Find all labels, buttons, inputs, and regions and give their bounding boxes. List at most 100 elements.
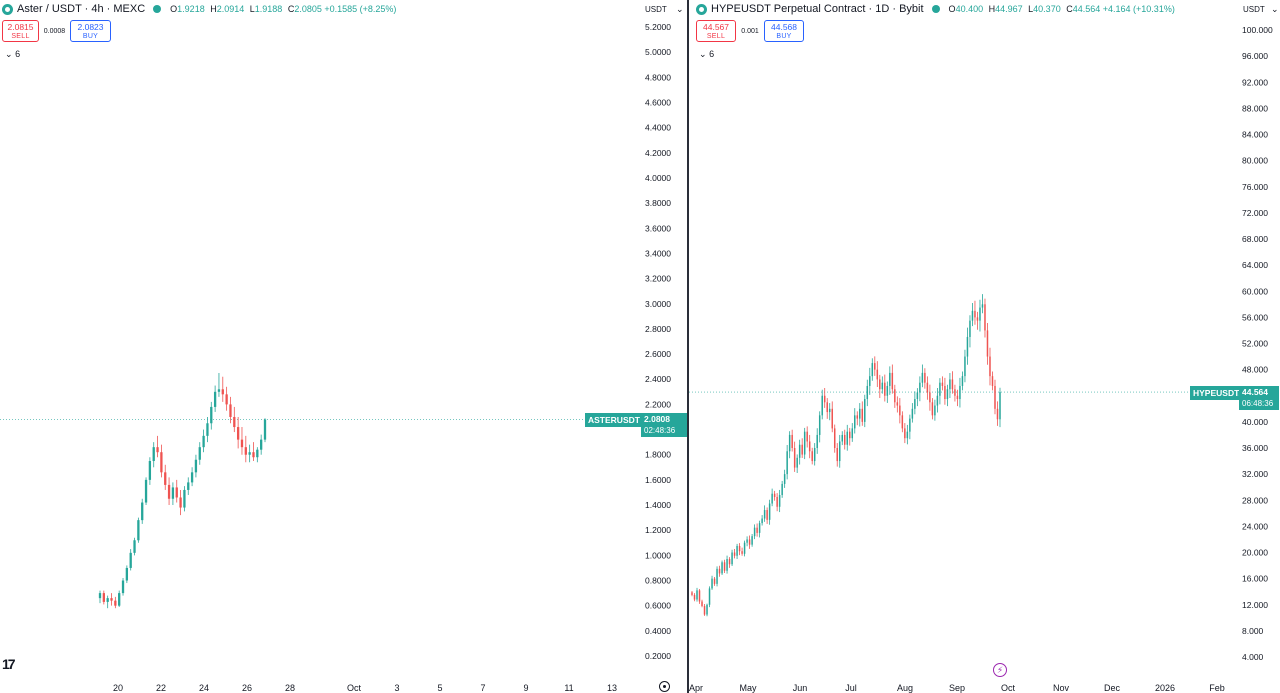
candle (167, 477, 171, 506)
candle-body (125, 567, 129, 581)
candle (118, 590, 121, 607)
hype-currency-label[interactable]: USDT (1243, 5, 1265, 14)
y-tick-label: 0.8000 (645, 576, 671, 586)
candle (778, 489, 781, 513)
y-tick-label: 88.000 (1242, 103, 1268, 113)
x-tick-label: Oct (347, 683, 362, 693)
candle (926, 376, 929, 400)
candle (836, 443, 838, 467)
x-tick-label: Apr (689, 683, 703, 693)
candle-body (941, 382, 944, 386)
y-tick-label: 92.000 (1242, 77, 1268, 87)
hype-chart-canvas[interactable]: 100.000 96.000 92.000 88.000 84.000 80.000 76.… (689, 0, 1280, 693)
hype-trade-buttons: 44.567 SELL 0.001 44.568 BUY (696, 20, 804, 42)
candle (102, 590, 105, 605)
aster-buy-button[interactable]: 2.0823 BUY (70, 20, 111, 42)
aster-sell-button[interactable]: 2.0815 SELL (2, 20, 39, 42)
candle-body (894, 389, 896, 403)
y-tick-label: 64.000 (1242, 260, 1268, 270)
lightning-alert-icon[interactable]: ⚡ (993, 663, 1007, 677)
y-tick-label: 4.2000 (645, 148, 671, 158)
candle-body (693, 594, 696, 600)
candle-body (859, 408, 861, 419)
candle-body (106, 598, 109, 602)
candle-body (778, 495, 781, 507)
y-tick-label: 1.2000 (645, 525, 671, 535)
y-tick-label: 3.2000 (645, 274, 671, 284)
candle-body (813, 448, 816, 462)
candle-body (781, 483, 783, 496)
sell-label: SELL (11, 33, 30, 40)
y-tick-label: 4.8000 (645, 72, 671, 82)
candle-body (738, 545, 741, 552)
candle (803, 427, 806, 460)
candle-body (728, 559, 731, 565)
hype-scale-menu-icon[interactable]: ⌄ (1271, 4, 1279, 14)
candle-body (951, 379, 954, 390)
x-tick-label: Sep (949, 683, 965, 693)
tradingview-logo-icon[interactable]: 17 (2, 656, 16, 672)
candle-body (959, 385, 961, 400)
candle-body (144, 479, 148, 503)
candle-body (956, 395, 959, 400)
y-tick-label: 2.6000 (645, 349, 671, 359)
candle (701, 599, 703, 608)
candle-body (726, 559, 728, 571)
candle-body (904, 428, 906, 439)
x-tick-label: Aug (897, 683, 913, 693)
candle-body (831, 408, 833, 429)
candle (198, 442, 201, 465)
candle-body (843, 434, 846, 445)
candle (713, 577, 716, 586)
hype-indicators-toggle[interactable]: ⌄ 6 (696, 48, 717, 61)
candle (129, 549, 132, 571)
candle (788, 431, 791, 459)
aster-scale-menu-icon[interactable]: ⌄ (676, 4, 684, 14)
candle-body (801, 444, 803, 455)
candle (941, 376, 944, 391)
hype-buy-button[interactable]: 44.568 BUY (764, 20, 804, 42)
candle-body (133, 540, 136, 553)
candle-body (999, 392, 1001, 420)
pane-divider[interactable] (687, 0, 689, 693)
settings-gear-icon[interactable] (659, 681, 670, 692)
candle-body (240, 439, 244, 448)
aster-symbol-logo-icon (2, 3, 13, 15)
hype-legend: HYPEUSDT Perpetual Contract · 1D · Bybit… (696, 3, 1175, 15)
candle-body (816, 434, 818, 448)
chart-pane-hype[interactable]: 100.000 96.000 92.000 88.000 84.000 80.000 76.… (689, 0, 1280, 693)
candle (706, 603, 708, 617)
x-tick-label: 28 (285, 683, 295, 693)
candle-body (766, 510, 768, 520)
candle-body (696, 590, 698, 600)
x-tick-label: 11 (564, 683, 573, 693)
y-tick-label: 68.000 (1242, 234, 1268, 244)
hype-sell-button[interactable]: 44.567 SELL (696, 20, 736, 42)
ohlc-high-key: H (210, 4, 217, 14)
candle (733, 548, 736, 559)
y-tick-label: 5.0000 (645, 47, 671, 57)
candle-body (884, 382, 886, 396)
aster-indicators-toggle[interactable]: ⌄ 6 (2, 48, 23, 61)
candle-body (891, 372, 894, 390)
chart-pane-aster[interactable]: 5.2000 5.0000 4.8000 4.6000 4.4000 4.2000 4.00… (0, 0, 687, 693)
candle-body (788, 434, 791, 452)
indicators-count: 6 (709, 49, 715, 59)
candle (991, 371, 994, 391)
candle-body (229, 404, 232, 417)
aster-chart-canvas[interactable]: 5.2000 5.0000 4.8000 4.6000 4.4000 4.2000 4.00… (0, 0, 687, 693)
candle (175, 479, 178, 503)
candle (881, 376, 884, 394)
aster-symbol-title[interactable]: Aster / USDT · 4h · MEXC (17, 3, 146, 15)
candle-body (964, 356, 966, 377)
candle (137, 517, 140, 543)
candle-body (934, 405, 936, 416)
candle-body (811, 451, 813, 462)
ohlc-open-key: O (948, 4, 956, 14)
candle (213, 385, 217, 412)
aster-currency-label[interactable]: USDT (645, 5, 667, 14)
candle-body (776, 496, 778, 507)
candle (856, 411, 859, 426)
candle-body (233, 416, 236, 428)
hype-symbol-title[interactable]: HYPEUSDT Perpetual Contract · 1D · Bybit (711, 3, 924, 15)
